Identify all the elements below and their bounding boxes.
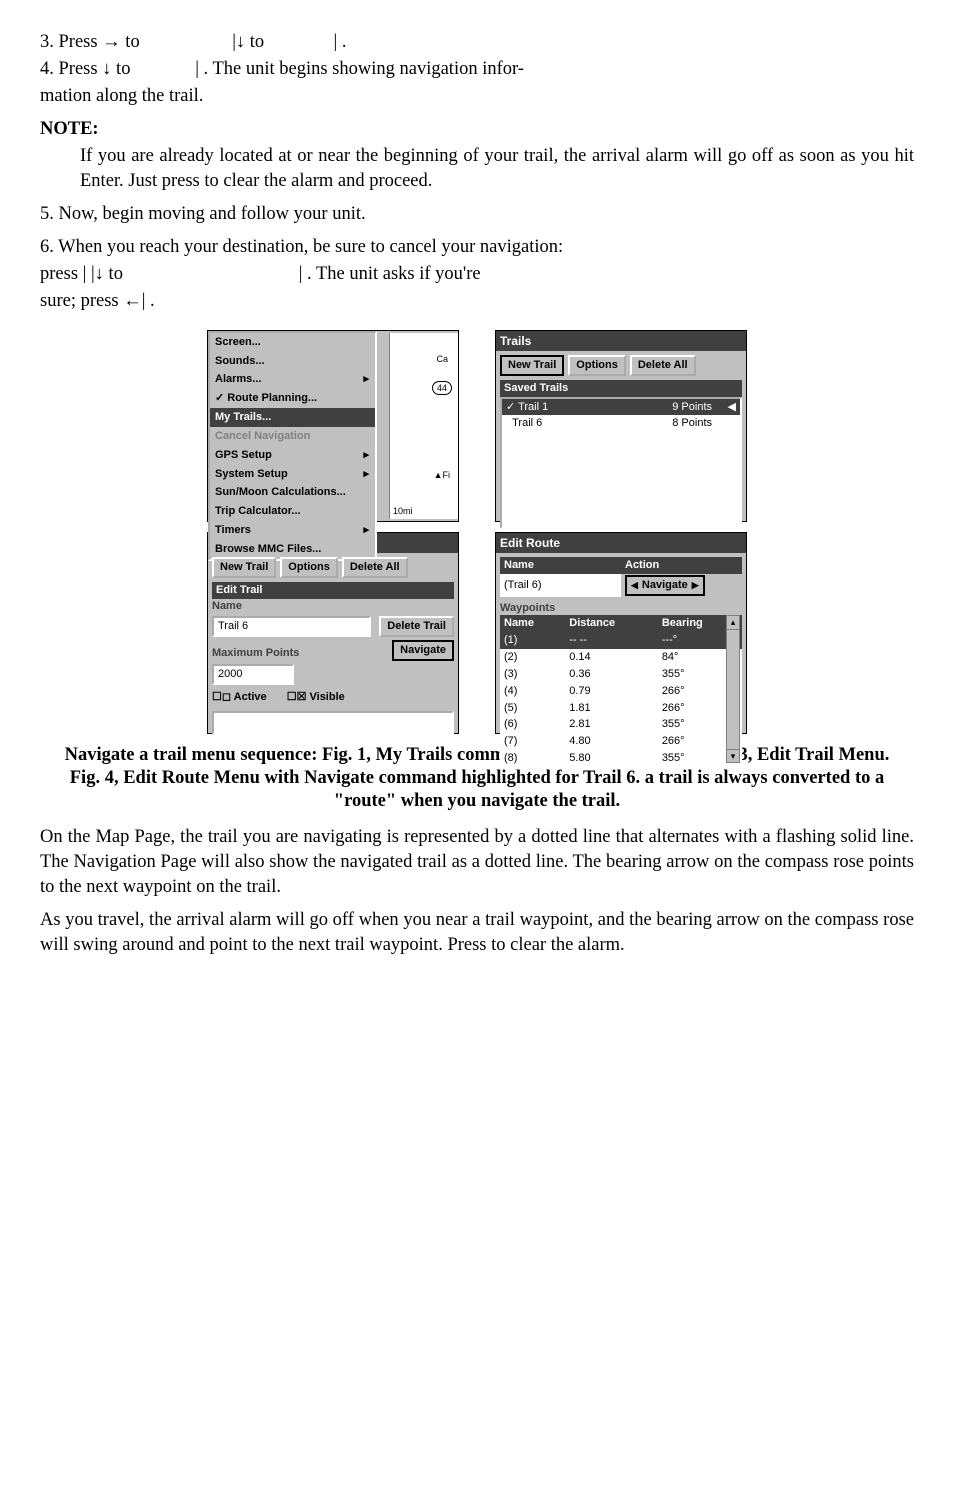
step-3: 3. Press → to |↓ to | .	[40, 30, 914, 55]
left-tri-icon: ◀	[631, 579, 638, 591]
fig1-main-menu[interactable]: Screen...Sounds...Alarms...✓ Route Plann…	[208, 331, 377, 561]
step-6-line2: press | |↓ to | . The unit asks if you'r…	[40, 262, 914, 287]
fig2-button[interactable]: Delete All	[630, 355, 696, 376]
fig3-active-checkbox[interactable]: ◻ Active	[212, 691, 267, 703]
figure-caption: Navigate a trail menu sequence: Fig. 1, …	[60, 744, 894, 813]
step-5: 5. Now, begin moving and follow your uni…	[40, 202, 914, 227]
fig4-waypoint-row[interactable]: (4)0.79266°	[500, 683, 742, 700]
fig1-map-scale: 10mi	[393, 505, 413, 517]
fig2-titlebar: Trails	[496, 331, 746, 351]
fig1-menu-item[interactable]: Alarms...	[210, 370, 375, 389]
step-6-line1: 6. When you reach your destination, be s…	[40, 235, 914, 260]
fig4-navigate-select[interactable]: ◀ Navigate ▶	[625, 575, 705, 596]
fig3-options-button[interactable]: Options	[280, 557, 338, 578]
fig4-titlebar: Edit Route	[496, 533, 746, 553]
fig3-max-points-label: Maximum Points	[212, 646, 384, 661]
note-heading: NOTE:	[40, 117, 914, 142]
fig4-name-header: Name	[500, 557, 621, 574]
fig2-button[interactable]: Options	[568, 355, 626, 376]
fig1-minimap: Ca 44 ▲Fi 10mi	[389, 333, 458, 519]
fig4-waypoints-label: Waypoints	[500, 601, 742, 616]
fig2-saved-trails-header: Saved Trails	[500, 380, 742, 397]
fig4-waypoint-row[interactable]: (6)2.81355°	[500, 716, 742, 733]
right-tri-icon: ▶	[692, 579, 699, 591]
fig1-menu-item[interactable]: Sun/Moon Calculations...	[210, 483, 375, 502]
note-body: If you are already located at or near th…	[80, 144, 914, 194]
fig3-max-points-field[interactable]: 2000	[212, 664, 294, 685]
fig1-menu-item[interactable]: Trip Calculator...	[210, 502, 375, 521]
fig4-scrollbar[interactable]	[726, 615, 740, 763]
step-4-line1: 4. Press ↓ to | . The unit begins showin…	[40, 57, 914, 82]
fig2-trail-row[interactable]: ✓ Trail 19 Points◀	[502, 399, 740, 416]
fig3-visible-checkbox[interactable]: ☒ Visible	[287, 691, 345, 703]
fig2-trail-list[interactable]: ✓ Trail 19 Points◀ Trail 68 Points	[500, 397, 742, 529]
fig3-bottom-field[interactable]	[212, 711, 454, 735]
fig1-menu-item[interactable]: Sounds...	[210, 352, 375, 371]
fig4-name-value[interactable]: (Trail 6)	[500, 574, 621, 597]
fig1-menu-item[interactable]: Timers	[210, 521, 375, 540]
fig2-trail-row[interactable]: Trail 68 Points	[502, 415, 740, 432]
fig4-header-table: Name Action (Trail 6) ◀ Navigate ▶	[500, 557, 742, 597]
fig1-map-fi: ▲Fi	[434, 469, 450, 481]
fig3-delete-trail-button[interactable]: Delete Trail	[379, 616, 454, 637]
fig3-navigate-button[interactable]: Navigate	[392, 640, 454, 661]
fig4-waypoints-table[interactable]: Name Distance Bearing (1)-- -----°(2)0.1…	[500, 615, 742, 767]
fig3-name-field[interactable]: Trail 6	[212, 616, 371, 637]
step-6-line3: sure; press ←| .	[40, 289, 914, 314]
fig4-waypoint-row[interactable]: (3)0.36355°	[500, 666, 742, 683]
fig3-window: Trails New Trail Options Delete All Edit…	[207, 532, 459, 734]
fig1-menu-item[interactable]: Screen...	[210, 333, 375, 352]
fig2-button-row: New TrailOptionsDelete All	[500, 355, 742, 376]
fig3-button-row: New Trail Options Delete All	[212, 557, 454, 578]
s3-pre: 3. Press → to	[40, 32, 144, 52]
fig1-menu-item[interactable]: ✓ Route Planning...	[210, 389, 375, 408]
fig1-menu-item[interactable]: System Setup	[210, 465, 375, 484]
figures-block: Screen...Sounds...Alarms...✓ Route Plann…	[40, 330, 914, 734]
s6b-pre: press | |↓ to	[40, 264, 128, 284]
fig1-menu-item[interactable]: Cancel Navigation	[210, 427, 375, 446]
fig4-window: Edit Route Name Action (Trail 6) ◀ Navig…	[495, 532, 747, 734]
fig4-col-distance: Distance	[565, 615, 658, 632]
fig4-waypoint-row[interactable]: (1)-- -----°	[500, 632, 742, 649]
fig3-edit-trail-header: Edit Trail	[212, 582, 454, 599]
figure-row-2: Trails New Trail Options Delete All Edit…	[207, 532, 747, 734]
fig1-map-ca: Ca	[436, 353, 448, 365]
fig4-action-header: Action	[621, 557, 742, 574]
fig4-waypoint-row[interactable]: (5)1.81266°	[500, 700, 742, 717]
fig3-name-label: Name	[212, 599, 454, 614]
fig1-menu-item[interactable]: My Trails...	[210, 408, 375, 427]
fig1-map-bubble: 44	[432, 381, 452, 395]
fig1-window: Screen...Sounds...Alarms...✓ Route Plann…	[207, 330, 459, 522]
fig4-action-value: Navigate	[642, 578, 688, 593]
fig1-menu-item[interactable]: GPS Setup	[210, 446, 375, 465]
figure-row-1: Screen...Sounds...Alarms...✓ Route Plann…	[207, 330, 747, 522]
fig2-button[interactable]: New Trail	[500, 355, 564, 376]
fig4-col-name: Name	[500, 615, 565, 632]
closing-p2: As you travel, the arrival alarm will go…	[40, 908, 914, 958]
s3-end: | .	[334, 32, 347, 52]
fig4-waypoint-row[interactable]: (2)0.1484°	[500, 649, 742, 666]
fig2-window: Trails New TrailOptionsDelete All Saved …	[495, 330, 747, 522]
s4-pre: 4. Press ↓ to	[40, 59, 135, 79]
s3-mid: |↓ to	[232, 32, 269, 52]
step-4-line2: mation along the trail.	[40, 84, 914, 109]
fig4-waypoint-row[interactable]: (7)4.80266°	[500, 733, 742, 750]
fig3-new-trail-button[interactable]: New Trail	[212, 557, 276, 578]
s6b-mid: | . The unit asks if you're	[299, 264, 481, 284]
closing-p1: On the Map Page, the trail you are navig…	[40, 825, 914, 900]
fig3-delete-all-button[interactable]: Delete All	[342, 557, 408, 578]
fig4-waypoint-row[interactable]: (8)5.80355°	[500, 750, 742, 767]
s4-mid: | . The unit begins showing navigation i…	[195, 59, 524, 79]
